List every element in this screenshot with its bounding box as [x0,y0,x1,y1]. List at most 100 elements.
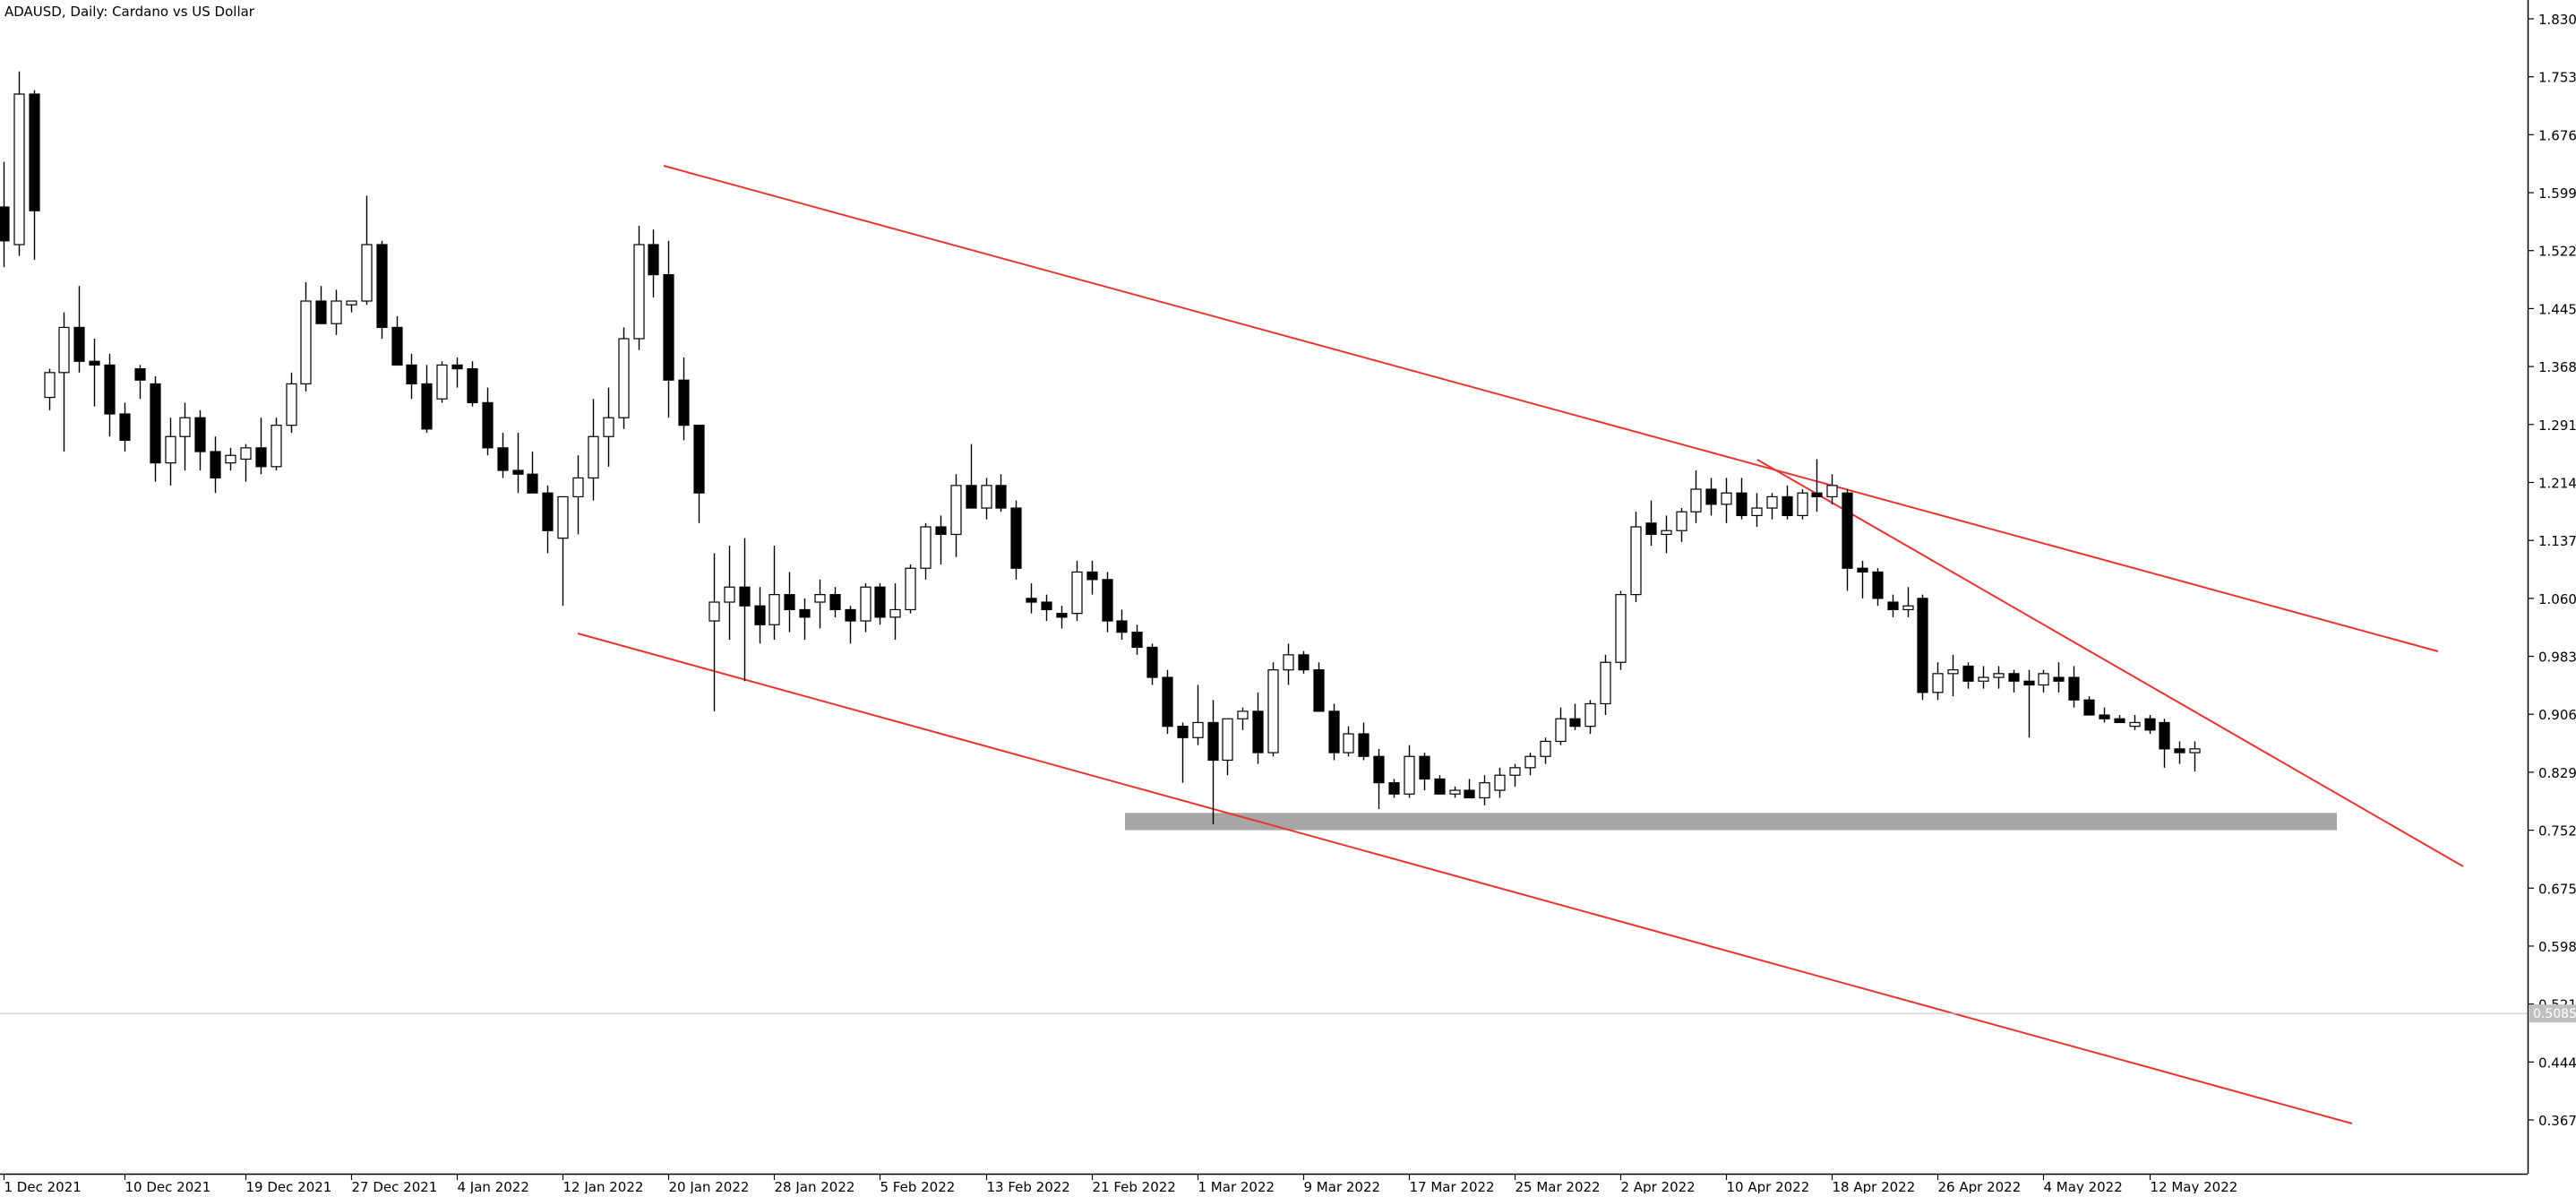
channel-upper-line [663,165,2439,652]
x-tick-label: 10 Dec 2021 [125,1179,211,1193]
candle-body-bear [784,594,795,611]
candle-body-bull [920,526,932,569]
candle [1404,745,1415,798]
candle-body-bull [2038,673,2049,686]
candle [966,443,977,509]
candle-body-bull [905,567,916,611]
candle-body-bull [2189,748,2201,754]
candle-body-bull [1978,676,1989,682]
candle [1962,662,1974,689]
candle [1947,654,1959,697]
candle [769,546,780,641]
candle-body-bear [1146,646,1158,678]
candle-body-bull [225,454,236,464]
candle-body-bull [1721,492,1732,505]
candle [73,286,85,373]
candle-body-bear [527,473,538,494]
candle-body-bear [497,447,509,471]
x-tick-label: 20 Jan 2022 [669,1179,750,1193]
drawings-layer [577,165,2464,1124]
candle-body-bear [1313,669,1325,712]
candle [1782,485,1793,520]
candle [1555,707,1567,745]
candle [1766,493,1778,520]
candle [512,433,524,494]
x-tick-label: 13 Feb 2022 [987,1179,1070,1193]
candle [2114,715,2125,724]
candle [557,495,569,607]
candle-body-bear [73,326,85,362]
candle [603,387,614,467]
current-price-label: 0.5085 [2533,1007,2576,1021]
candle-body-bear [799,608,811,618]
steep-trendline [1756,459,2464,867]
candle [1600,654,1611,716]
candle-body-bull [346,300,357,306]
candle [150,376,161,482]
candle-body-bull [2129,721,2141,728]
candle-body-bull [331,300,342,324]
candle-body-bear [1328,710,1340,754]
candle-body-bear [89,360,100,366]
candle-body-bear [1162,676,1173,728]
candle-body-bull [708,601,720,622]
candle [29,90,40,260]
candle-body-bull [44,372,56,399]
candle [663,240,674,418]
candle [482,387,494,456]
candle [1177,722,1189,783]
candle-body-bear [1116,620,1128,633]
candle [331,289,342,335]
candle-body-bull [1766,495,1778,509]
candle-body-bear [0,206,10,242]
candle-body-bear [1962,665,1974,682]
candle [995,474,1007,512]
candle [1887,594,1899,617]
candle [1283,643,1294,685]
current-price-tag [2529,1004,2576,1023]
candle-body-bear [1177,726,1189,738]
candle [724,546,735,641]
candle [300,282,312,392]
candle [1419,753,1430,791]
candle-body-bull [889,608,901,618]
candle-body-bear [739,586,751,607]
candle [1676,508,1687,542]
candle [2068,666,2080,708]
y-tick-label: 1.2910 [2538,418,2576,434]
candle-body-bull [1676,511,1687,531]
candle-body-bear [1419,755,1430,780]
x-tick-label: 4 Jan 2022 [458,1179,529,1193]
candle-body-bear [1645,522,1657,536]
candle [1116,609,1128,641]
candle [845,606,856,644]
candle [1388,779,1400,798]
candle [1343,726,1354,757]
candle [1690,470,1702,523]
channel-lower-line [577,633,2353,1124]
candle-body-bull [860,586,872,622]
candle [346,300,357,313]
candle-body-bear [1086,571,1098,581]
candle-body-bull [13,93,25,245]
candle-body-bear [2159,721,2170,750]
candle-body-bull [981,485,992,509]
candle-body-bear [406,364,417,385]
x-tick-label: 18 Apr 2022 [1833,1179,1916,1193]
y-tick-label: 1.8300 [2538,12,2576,28]
y-tick-label: 1.1370 [2538,533,2576,549]
candle [1207,700,1219,824]
candle [1751,493,1763,528]
candle-body-bull [1524,755,1536,769]
candle-body-bull [179,417,191,437]
candle-body-bear [1102,579,1113,622]
candle [1131,624,1143,655]
candle [451,357,463,388]
x-tick-label: 27 Dec 2021 [352,1179,438,1193]
